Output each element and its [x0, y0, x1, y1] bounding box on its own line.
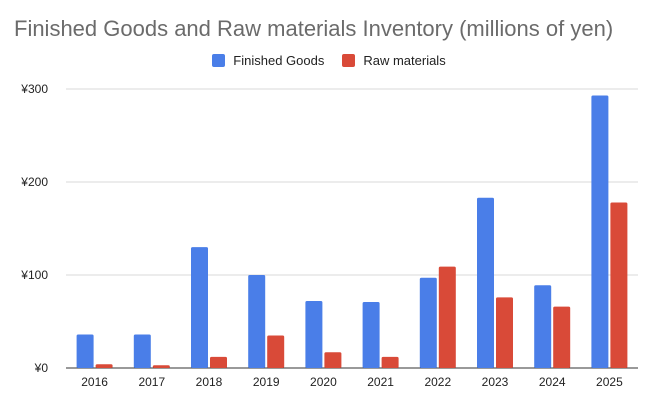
- bar-finished-goods: [305, 301, 323, 368]
- x-tick-label: 2018: [196, 375, 223, 389]
- bar-raw-materials: [496, 297, 513, 368]
- legend-item-finished-goods: Finished Goods: [212, 53, 324, 68]
- x-tick-label: 2017: [138, 375, 165, 389]
- bar-raw-materials: [95, 364, 113, 368]
- bar-raw-materials: [438, 266, 456, 368]
- bar-raw-materials: [267, 335, 285, 368]
- legend-swatch-finished-goods: [212, 54, 226, 67]
- chart-legend: Finished Goods Raw materials: [0, 53, 658, 68]
- bar-raw-materials: [152, 365, 170, 368]
- bar-raw-materials: [610, 202, 628, 368]
- bar-finished-goods: [248, 275, 266, 368]
- y-tick-label: ¥100: [20, 268, 48, 282]
- x-tick-label: 2023: [482, 375, 509, 389]
- x-tick-label: 2016: [81, 375, 108, 389]
- bar-finished-goods: [419, 277, 437, 368]
- y-tick-label: ¥300: [20, 82, 48, 96]
- legend-swatch-raw-materials: [342, 54, 356, 67]
- bar-raw-materials: [553, 306, 571, 368]
- x-tick-label: 2024: [539, 375, 566, 389]
- legend-label-raw-materials: Raw materials: [363, 53, 446, 68]
- chart-title: Finished Goods and Raw materials Invento…: [14, 16, 614, 41]
- x-tick-label: 2019: [253, 375, 280, 389]
- legend-label-finished-goods: Finished Goods: [233, 53, 325, 68]
- x-tick-label: 2020: [310, 375, 337, 389]
- legend-item-raw-materials: Raw materials: [342, 53, 446, 68]
- x-tick-label: 2021: [367, 375, 394, 389]
- y-tick-label: ¥200: [20, 175, 48, 189]
- bar-finished-goods: [534, 285, 552, 368]
- bar-raw-materials: [210, 356, 227, 368]
- y-tick-label: ¥0: [34, 361, 49, 375]
- bar-finished-goods: [76, 334, 94, 368]
- x-tick-label: 2025: [596, 375, 623, 389]
- x-tick-label: 2022: [424, 375, 451, 389]
- bar-raw-materials: [324, 352, 342, 368]
- bar-finished-goods: [191, 247, 208, 368]
- bar-raw-materials: [381, 356, 399, 368]
- bar-finished-goods: [133, 334, 151, 368]
- bar-finished-goods: [477, 197, 494, 368]
- bar-finished-goods: [362, 301, 380, 368]
- bar-finished-goods: [591, 95, 609, 368]
